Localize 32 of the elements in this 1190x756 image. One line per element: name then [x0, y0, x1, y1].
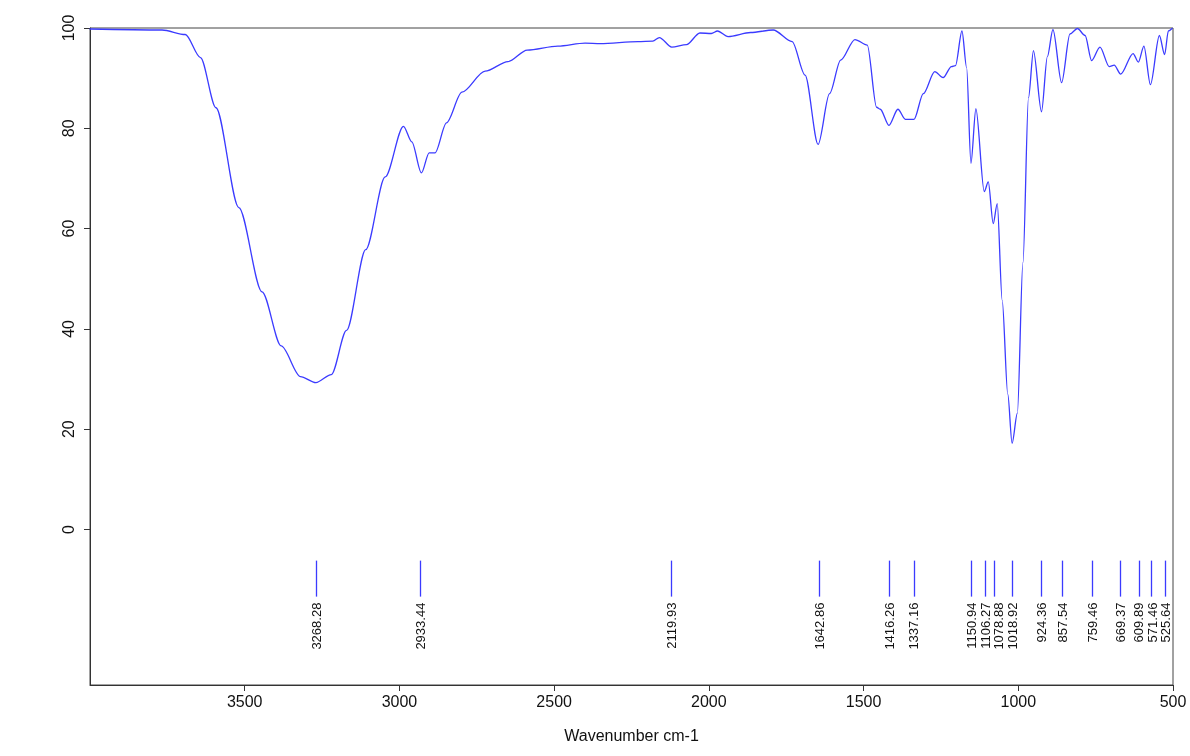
ref-line-label: 669.37	[1113, 602, 1129, 643]
ref-line-label: 1337.16	[906, 602, 922, 650]
ref-line-label: 1078.88	[991, 602, 1007, 650]
ref-line-label: 609.89	[1131, 602, 1147, 643]
ref-line-label: 1642.86	[811, 602, 827, 650]
ref-line-label: 525.64	[1158, 602, 1174, 643]
ref-line-label: 2933.44	[412, 602, 428, 650]
x-tick-label: 2000	[691, 692, 727, 710]
line-series	[89, 27, 1173, 444]
y-tick-label: 60	[59, 219, 77, 238]
y-tick-label: 0	[59, 524, 77, 534]
ref-line-label: 3268.28	[308, 602, 324, 650]
ref-line-label: 1416.26	[881, 602, 897, 650]
y-tick-label: 100	[59, 14, 77, 42]
x-tick-label: 3000	[381, 692, 418, 710]
x-tick-label: 500	[1159, 692, 1187, 710]
x-tick-label: 1500	[845, 692, 882, 710]
y-tick-label: 40	[59, 319, 77, 338]
ref-line-label: 1018.92	[1004, 602, 1020, 650]
ref-line-label: 1150.94	[964, 602, 980, 649]
x-tick-label: 3500	[226, 692, 263, 710]
x-tick-label: 1000	[1000, 692, 1037, 710]
ref-line-label: 924.36	[1034, 602, 1050, 643]
ref-line-label: 1106.27	[977, 602, 993, 649]
ref-line-label: 759.46	[1085, 602, 1101, 643]
ref-line-label: 571.46	[1145, 602, 1160, 643]
x-axis-title: Wavenumber cm-1	[564, 726, 699, 744]
y-tick-label: 20	[59, 420, 77, 439]
y-tick-label: 80	[59, 119, 77, 138]
ref-line-label: 2119.93	[664, 602, 680, 649]
x-tick-label: 2500	[536, 692, 573, 710]
ref-line-label: 857.54	[1054, 602, 1070, 643]
